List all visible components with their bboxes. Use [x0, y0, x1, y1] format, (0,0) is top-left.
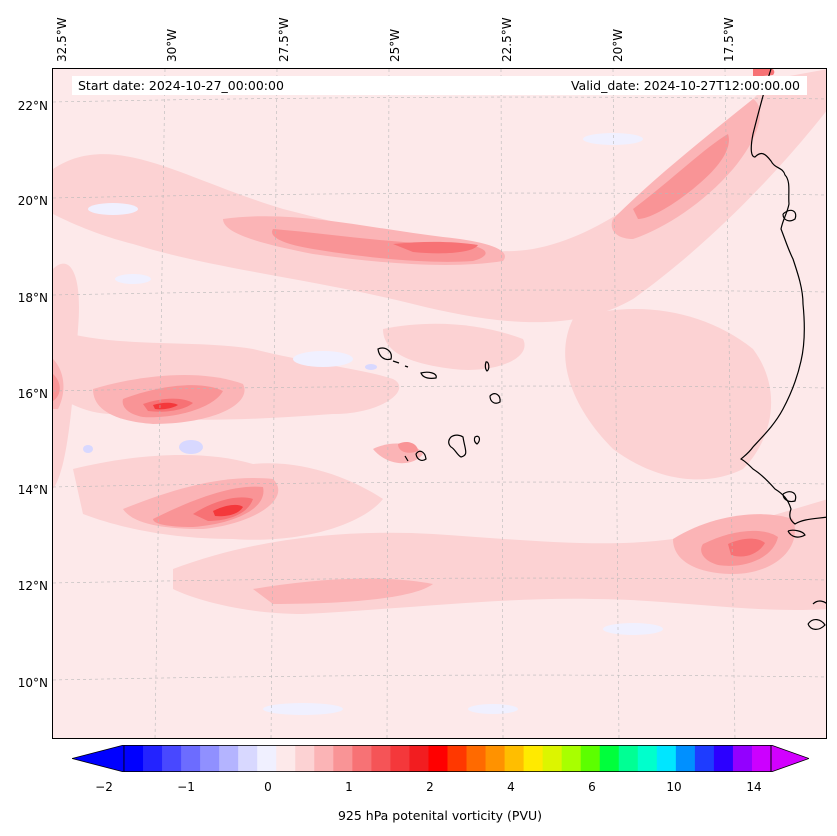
colorbar-bin [143, 745, 163, 772]
lon-label-17-5w: 17.5°W [722, 17, 736, 62]
lon-label-27-5w: 27.5°W [277, 17, 291, 62]
colorbar [72, 745, 809, 772]
colorbar-bin [371, 745, 391, 772]
start-date-label: Start date: 2024-10-27_00:00:00 [78, 78, 284, 93]
lat-label-16n: 16°N [17, 387, 48, 401]
lat-label-18n: 18°N [17, 291, 48, 305]
colorbar-tick: 4 [507, 780, 515, 794]
colorbar-outline [123, 745, 772, 772]
colorbar-bin [732, 745, 753, 772]
colorbar-tick: 1 [345, 780, 353, 794]
colorbar-bin [542, 745, 563, 772]
colorbar-bin [314, 745, 334, 772]
colorbar-bin [675, 745, 696, 772]
colorbar-bin [409, 745, 429, 772]
colorbar-bin [466, 745, 487, 772]
map-panel [52, 68, 827, 739]
colorbar-label: 925 hPa potenital vorticity (PVU) [337, 808, 543, 823]
lat-label-12n: 12°N [17, 579, 48, 593]
colorbar-bin [390, 745, 410, 772]
colorbar-bin [523, 745, 544, 772]
colorbar-bin [656, 745, 677, 772]
colorbar-tick: 10 [666, 780, 682, 794]
colorbar-bin [219, 745, 239, 772]
colorbar-bin [751, 745, 772, 772]
colorbar-bin [295, 745, 315, 772]
colorbar-bin [257, 745, 277, 772]
colorbar-bin [181, 745, 201, 772]
colorbar-bin [504, 745, 525, 772]
lon-label-25w: 25°W [388, 28, 402, 62]
colorbar-tick: −2 [95, 780, 113, 794]
colorbar-tick: 0 [264, 780, 272, 794]
colorbar-bin [485, 745, 506, 772]
lat-label-20n: 20°N [17, 194, 48, 208]
lat-label-22n: 22°N [17, 99, 48, 113]
lon-label-32-5w: 32.5°W [55, 17, 69, 62]
colorbar-bin [447, 745, 468, 772]
colorbar-tick: −1 [177, 780, 195, 794]
colorbar-bin [618, 745, 639, 772]
colorbar-bin [333, 745, 353, 772]
colorbar-over-arrow [770, 745, 809, 772]
colorbar-bin [238, 745, 258, 772]
colorbar-bin [276, 745, 296, 772]
colorbar-bin [694, 745, 715, 772]
colorbar-tick: 2 [426, 780, 434, 794]
colorbar-under-arrow [72, 745, 125, 772]
colorbar-tick: 6 [588, 780, 596, 794]
colorbar-bin [713, 745, 734, 772]
colorbar-bin [124, 745, 144, 772]
lat-label-10n: 10°N [17, 676, 48, 690]
info-bar: Start date: 2024-10-27_00:00:00 Valid_da… [72, 76, 807, 95]
colorbar-bin [352, 745, 372, 772]
colorbar-bin [200, 745, 220, 772]
lon-label-20w: 20°W [611, 28, 625, 62]
colorbar-bin [637, 745, 658, 772]
lat-label-14n: 14°N [17, 483, 48, 497]
pv-contour-field [53, 69, 826, 738]
colorbar-bin [162, 745, 182, 772]
colorbar-bin [561, 745, 582, 772]
colorbar-bin [580, 745, 601, 772]
colorbar-bin [428, 745, 448, 772]
lon-label-22-5w: 22.5°W [500, 17, 514, 62]
lon-label-30w: 30°W [165, 28, 179, 62]
colorbar-tick: 14 [746, 780, 762, 794]
valid-date-label: Valid_date: 2024-10-27T12:00:00.00 [570, 78, 800, 93]
colorbar-bin [599, 745, 620, 772]
